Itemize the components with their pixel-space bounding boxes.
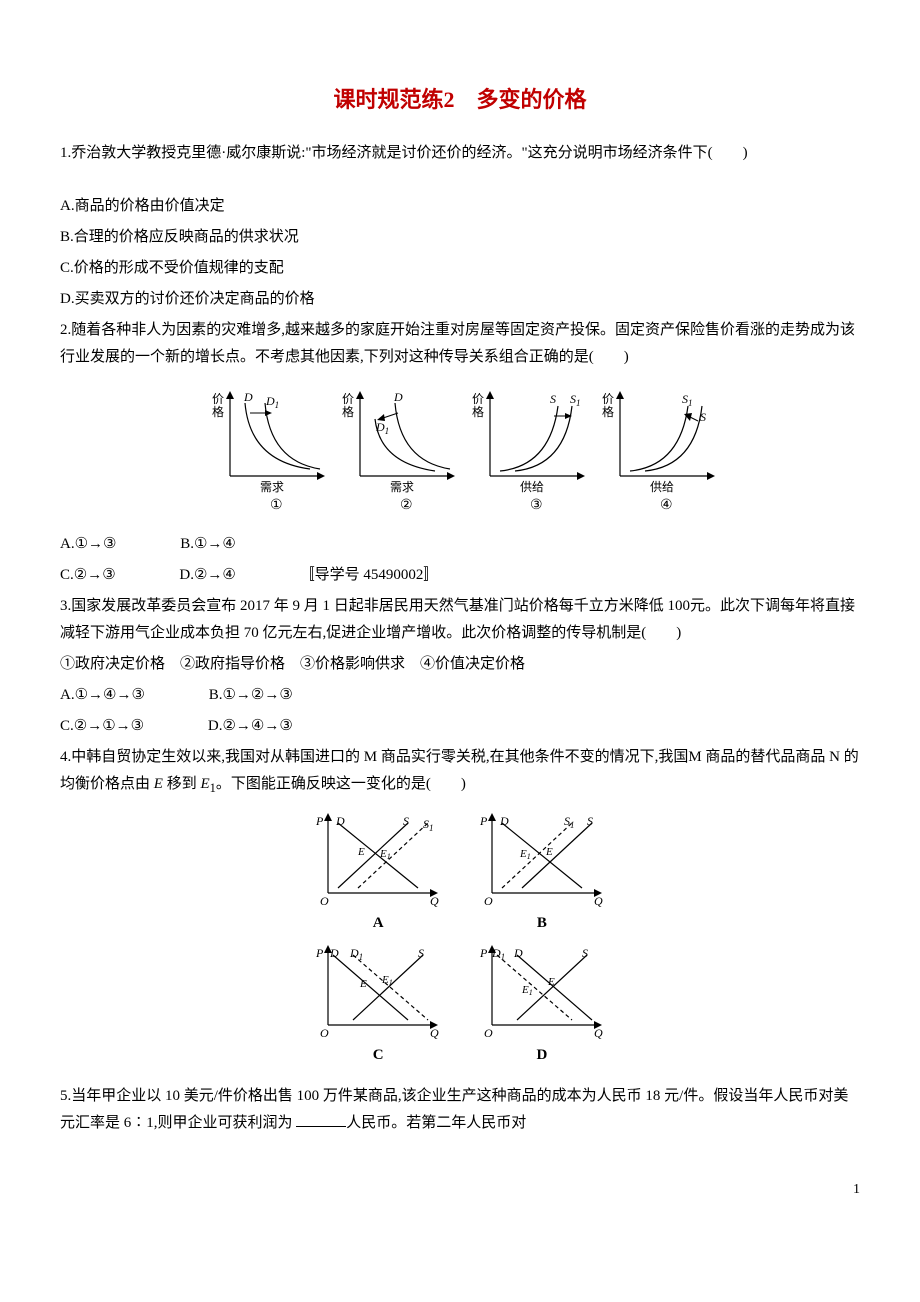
svg-text:E1: E1: [519, 848, 531, 861]
svg-text:价: 价: [472, 392, 484, 406]
svg-text:P: P: [315, 946, 324, 960]
svg-text:P: P: [479, 814, 488, 828]
q2-figure: 价格 D D1 需求 ① 价格 D D1 需求 ② 价格 S S1 供给 ③: [60, 381, 860, 521]
q2-stem: 2.随着各种非人为因素的灾难增多,越来越多的家庭开始注重对房屋等固定资产投保。固…: [60, 317, 860, 371]
svg-text:价: 价: [342, 392, 354, 406]
svg-text:③: ③: [530, 498, 543, 513]
q1-option-b: B.合理的价格应反映商品的供求状况: [60, 224, 860, 251]
svg-text:S: S: [550, 392, 556, 406]
q4-cap-c: C: [308, 1042, 448, 1069]
svg-text:O: O: [320, 894, 329, 908]
q3-stem: 3.国家发展改革委员会宣布 2017 年 9 月 1 日起非居民用天然气基准门站…: [60, 593, 860, 647]
q2-option-b: B.①→④: [180, 531, 236, 558]
svg-text:D: D: [243, 390, 253, 404]
svg-text:S1: S1: [682, 392, 693, 408]
svg-text:Q: Q: [430, 894, 439, 908]
svg-text:D: D: [499, 814, 509, 828]
svg-text:E1: E1: [381, 974, 393, 987]
svg-text:O: O: [484, 894, 493, 908]
q1-option-c: C.价格的形成不受价值规律的支配: [60, 255, 860, 282]
q1-option-a: A.商品的价格由价值决定: [60, 193, 860, 220]
q4-cap-a: A: [308, 910, 448, 937]
q3-options-row1: A.①→④→③ B.①→②→③: [60, 682, 860, 709]
svg-text:Q: Q: [594, 1026, 603, 1040]
q2-option-c: C.②→③: [60, 562, 116, 589]
blank-input: [296, 1111, 346, 1127]
svg-text:S1: S1: [564, 814, 575, 830]
svg-text:S: S: [587, 814, 593, 828]
svg-text:S: S: [418, 946, 424, 960]
svg-text:P: P: [315, 814, 324, 828]
q4-cap-d: D: [472, 1042, 612, 1069]
q1-option-d: D.买卖双方的讨价还价决定商品的价格: [60, 286, 860, 313]
q2-option-d: D.②→④: [179, 562, 235, 589]
svg-text:Q: Q: [594, 894, 603, 908]
q2-options-row2: C.②→③ D.②→④ 〚导学号 45490002〛: [60, 562, 860, 589]
svg-text:价: 价: [212, 392, 224, 406]
svg-text:S: S: [700, 410, 706, 424]
q2-ref: 〚导学号 45490002〛: [300, 562, 439, 589]
svg-text:格: 格: [472, 404, 484, 419]
svg-text:②: ②: [400, 498, 413, 513]
svg-text:①: ①: [270, 498, 283, 513]
svg-text:E1: E1: [379, 848, 391, 861]
svg-text:D1: D1: [349, 946, 363, 962]
q4-cap-b: B: [472, 910, 612, 937]
svg-text:需求: 需求: [390, 480, 414, 494]
q5-stem: 5.当年甲企业以 10 美元/件价格出售 100 万件某商品,该企业生产这种商品…: [60, 1083, 860, 1137]
svg-text:S1: S1: [570, 392, 581, 408]
svg-text:供给: 供给: [650, 480, 674, 494]
svg-text:O: O: [484, 1026, 493, 1040]
q3-line: ①政府决定价格 ②政府指导价格 ③价格影响供求 ④价值决定价格: [60, 651, 860, 678]
svg-text:D1: D1: [375, 420, 389, 436]
svg-text:O: O: [320, 1026, 329, 1040]
svg-text:D: D: [393, 390, 403, 404]
svg-text:D1: D1: [491, 946, 505, 962]
svg-text:E: E: [547, 976, 555, 988]
svg-text:D: D: [335, 814, 345, 828]
svg-text:S1: S1: [423, 817, 434, 833]
page-number: 1: [60, 1177, 860, 1202]
svg-text:④: ④: [660, 498, 673, 513]
q3-option-b: B.①→②→③: [209, 682, 293, 709]
svg-text:需求: 需求: [260, 480, 284, 494]
svg-text:P: P: [479, 946, 488, 960]
q3-option-c: C.②→①→③: [60, 713, 144, 740]
q1-stem: 1.乔治敦大学教授克里德·威尔康斯说:"市场经济就是讨价还价的经济。"这充分说明…: [60, 140, 860, 167]
q4-figure: P O Q D S S1 E E1 A P O: [60, 809, 860, 1073]
svg-text:E: E: [359, 978, 367, 990]
svg-text:供给: 供给: [520, 480, 544, 494]
svg-text:格: 格: [602, 404, 614, 419]
page-title: 课时规范练2 多变的价格: [60, 80, 860, 120]
q3-option-d: D.②→④→③: [208, 713, 293, 740]
svg-text:格: 格: [212, 404, 224, 419]
svg-text:E: E: [545, 846, 553, 858]
svg-text:E: E: [357, 846, 365, 858]
svg-text:格: 格: [342, 404, 354, 419]
svg-text:S: S: [582, 946, 588, 960]
svg-text:Q: Q: [430, 1026, 439, 1040]
q3-option-a: A.①→④→③: [60, 682, 145, 709]
q3-options-row2: C.②→①→③ D.②→④→③: [60, 713, 860, 740]
svg-text:D1: D1: [265, 394, 279, 410]
q2-option-a: A.①→③: [60, 531, 116, 558]
svg-text:价: 价: [602, 392, 614, 406]
q4-stem: 4.中韩自贸协定生效以来,我国对从韩国进口的 M 商品实行零关税,在其他条件不变…: [60, 744, 860, 800]
q2-options-row1: A.①→③ B.①→④: [60, 531, 860, 558]
svg-text:D: D: [329, 946, 339, 960]
svg-text:S: S: [403, 814, 409, 828]
svg-text:E1: E1: [521, 984, 533, 997]
svg-text:D: D: [513, 946, 523, 960]
